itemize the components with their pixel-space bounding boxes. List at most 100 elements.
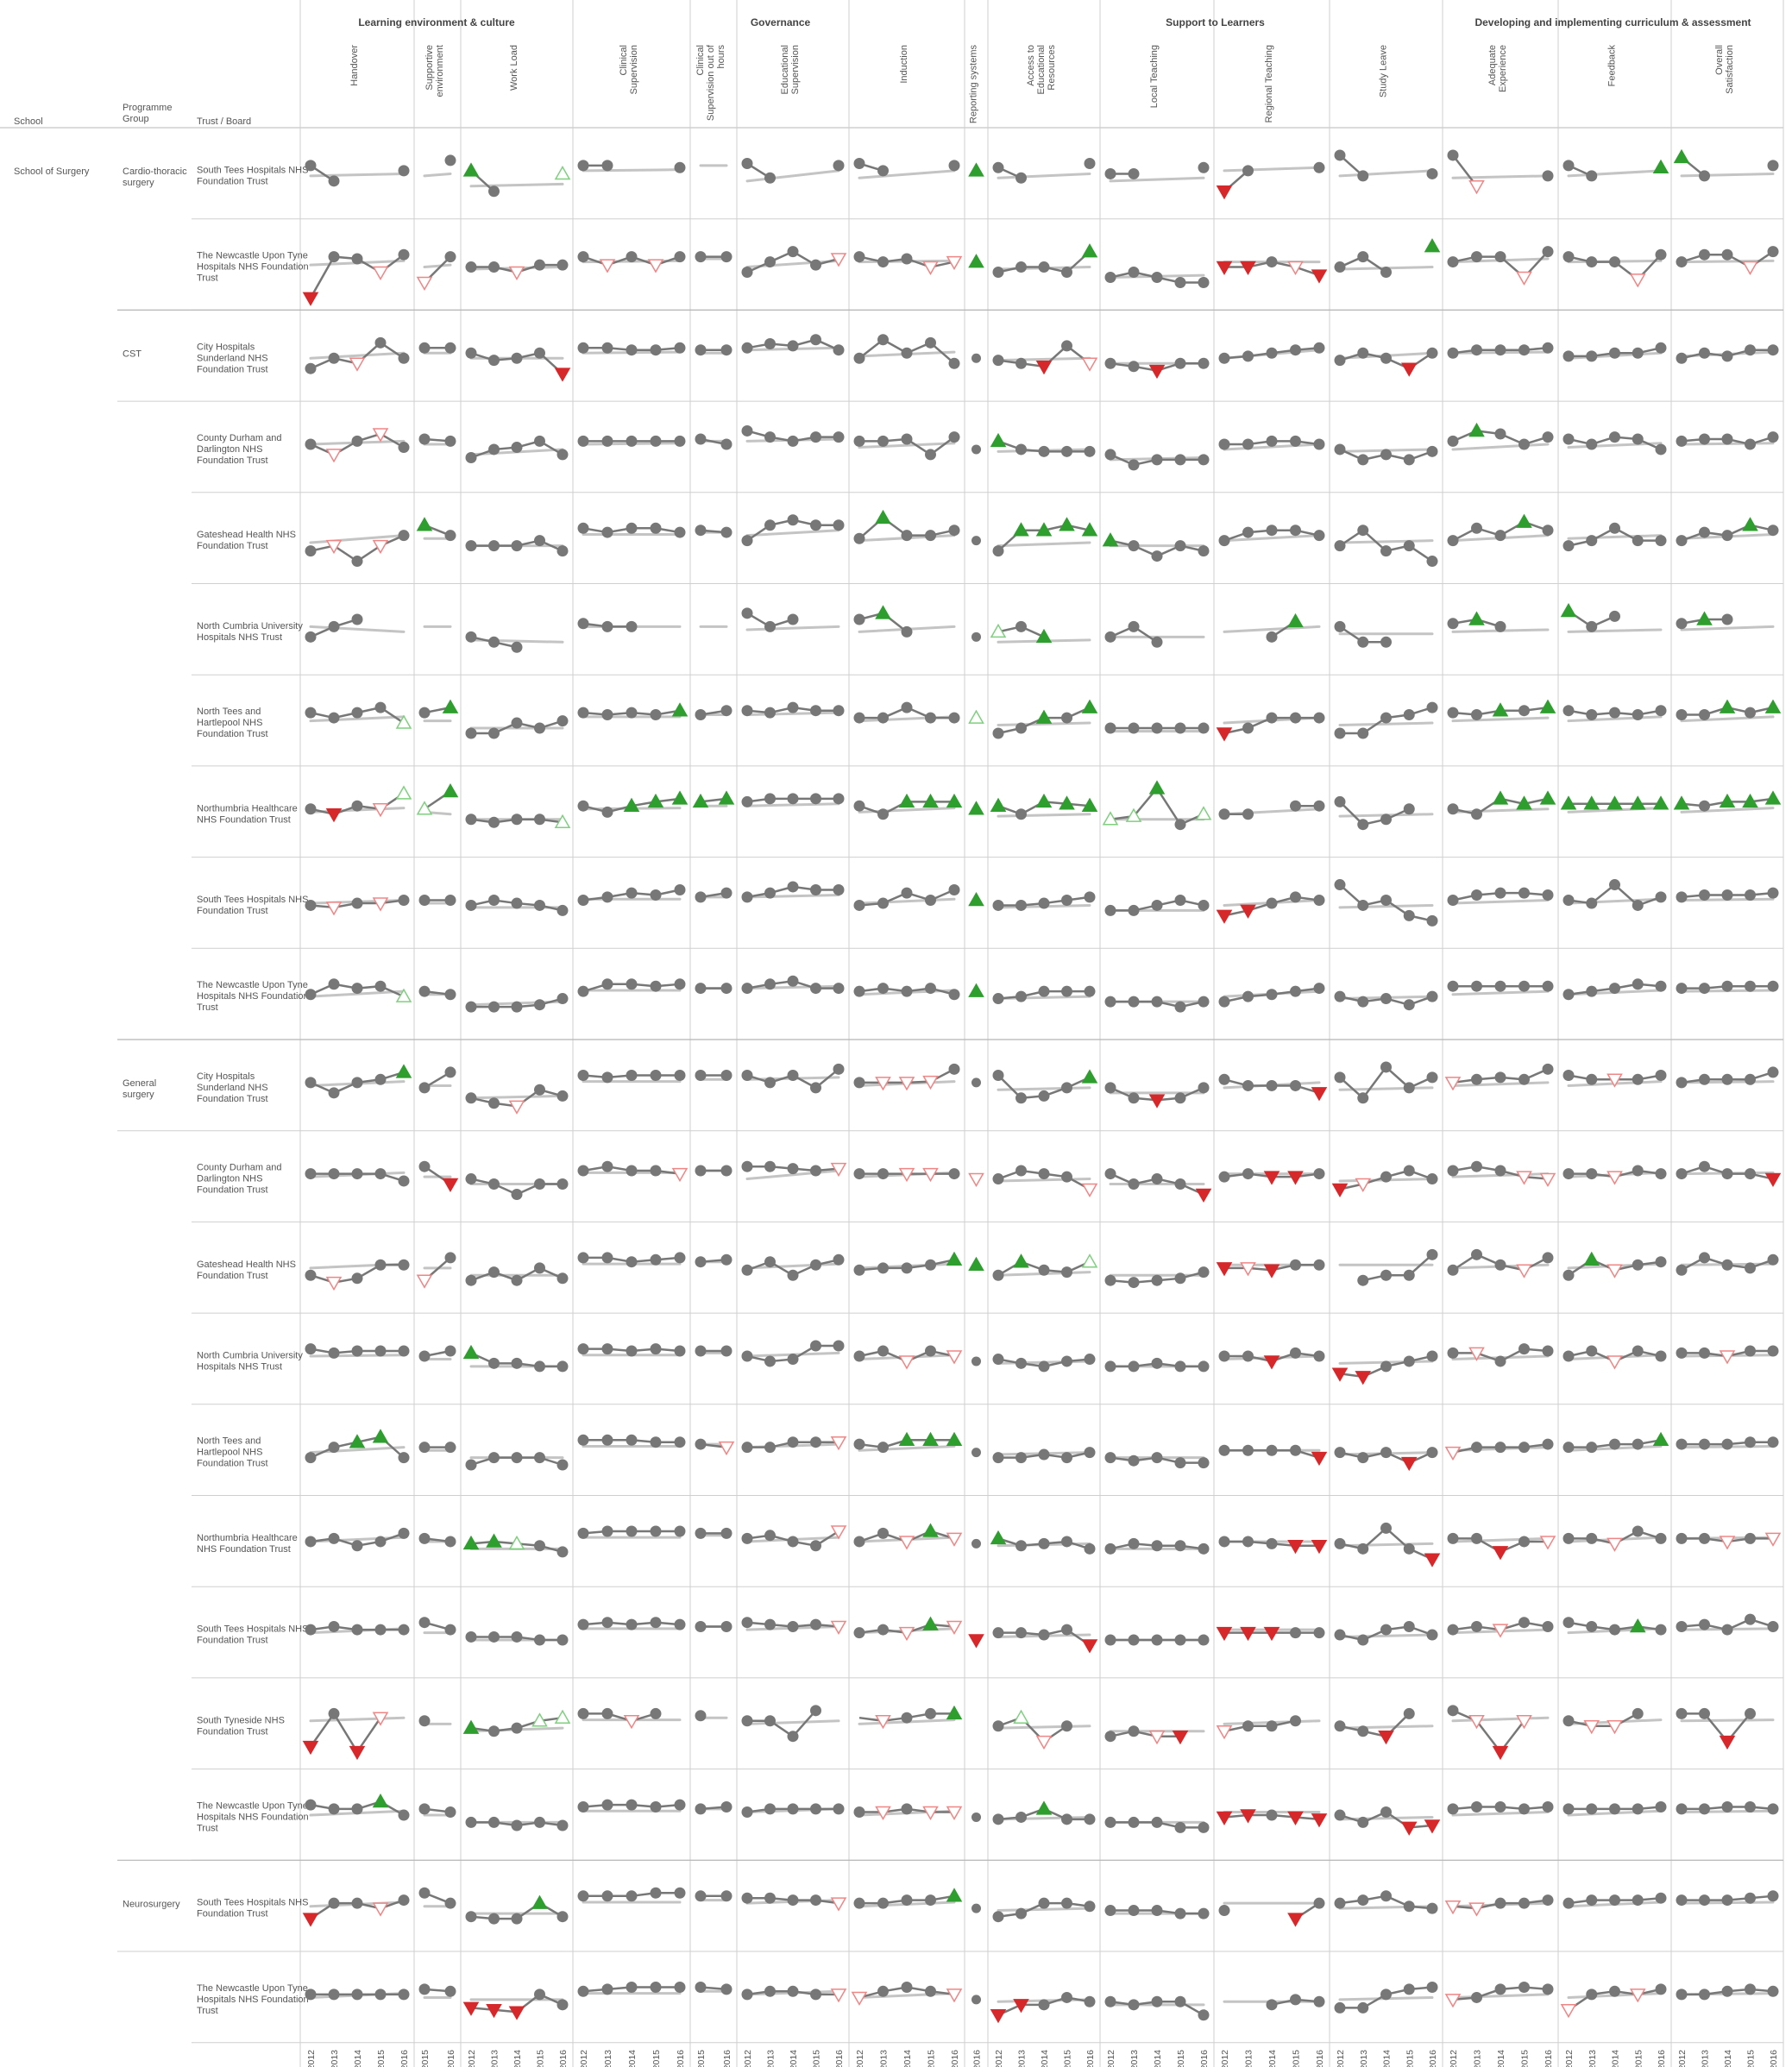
data-point — [674, 1345, 686, 1357]
data-point — [971, 1538, 981, 1549]
data-point — [465, 1001, 477, 1013]
data-point — [1426, 990, 1438, 1002]
sparkline-cell — [1562, 1892, 1667, 1909]
sparkline-cell — [1216, 1259, 1325, 1279]
data-point — [511, 1452, 523, 1464]
low-marker — [372, 1902, 389, 1917]
sparkline-cell — [741, 1063, 845, 1094]
data-point — [1313, 712, 1325, 724]
data-point — [328, 1168, 340, 1180]
trend-line — [1451, 1993, 1550, 1999]
data-point — [398, 1345, 410, 1357]
trend-line — [858, 1992, 956, 1999]
data-point — [650, 1165, 662, 1177]
data-point — [1015, 1452, 1027, 1464]
data-point — [1471, 1442, 1482, 1454]
data-point — [1334, 879, 1346, 891]
high-outlier-marker — [349, 1434, 366, 1448]
data-point — [1494, 1442, 1506, 1454]
trend-line — [1338, 903, 1434, 909]
series-line — [1223, 1719, 1296, 1732]
sparkline-cell — [1104, 620, 1205, 648]
data-point — [534, 1816, 545, 1828]
data-point — [328, 620, 340, 632]
sparkline-cell — [1676, 431, 1779, 450]
data-point — [1266, 256, 1278, 268]
data-point — [1313, 1350, 1325, 1362]
sparkline-cell — [1334, 1522, 1441, 1568]
low-marker — [1539, 1172, 1556, 1188]
year-tick-label: 2013 — [879, 2050, 890, 2067]
trend-line — [1567, 442, 1663, 449]
data-point — [810, 793, 821, 805]
data-point — [1380, 636, 1392, 648]
sparkline-cell — [1216, 1715, 1321, 1740]
data-point — [626, 1256, 638, 1268]
data-point — [853, 1897, 865, 1909]
data-point — [1198, 454, 1210, 466]
data-point — [374, 980, 387, 992]
data-point — [1609, 347, 1620, 359]
data-point — [764, 1256, 776, 1268]
data-point — [626, 1165, 638, 1177]
programme-group-label: Cardio-thoracic surgery — [123, 166, 187, 188]
data-point — [650, 889, 662, 901]
data-point — [601, 342, 613, 354]
data-point — [534, 259, 545, 271]
data-point — [1104, 1995, 1116, 2007]
low-marker — [922, 1806, 939, 1820]
sparkline-cell — [465, 814, 571, 829]
sparkline-cell — [1562, 342, 1667, 362]
low-outlier-marker — [1240, 904, 1256, 919]
data-point — [1426, 1982, 1438, 1994]
data-point — [351, 983, 363, 995]
year-tick-label: 2015 — [1405, 2050, 1415, 2067]
data-point — [1676, 1347, 1688, 1359]
data-point — [810, 1803, 821, 1815]
data-point — [1104, 904, 1116, 916]
data-point — [1242, 1079, 1254, 1091]
year-tick-label: 2012 — [306, 2050, 317, 2067]
data-point — [1403, 1707, 1415, 1719]
data-point — [1721, 433, 1733, 445]
sparkline-cell — [1338, 1248, 1438, 1286]
data-point — [1745, 1262, 1756, 1274]
data-point — [1562, 251, 1575, 263]
high-outlier-marker — [462, 1344, 480, 1360]
data-point — [1061, 1813, 1072, 1825]
trend-line — [1338, 1633, 1434, 1638]
data-point — [1426, 1447, 1438, 1459]
data-point — [971, 353, 981, 363]
data-point — [556, 1634, 569, 1646]
high-outlier-marker — [1560, 795, 1577, 810]
data-point — [1038, 985, 1050, 997]
data-point — [1151, 636, 1163, 648]
sparkline-cell — [1673, 148, 1779, 182]
sparkline-cell — [577, 1160, 689, 1183]
sparkline-cell — [695, 344, 733, 356]
data-point — [695, 251, 707, 263]
sparkline-cell — [1104, 1082, 1210, 1109]
data-point — [810, 519, 821, 531]
data-point — [418, 1715, 431, 1727]
data-point — [741, 158, 753, 170]
data-point — [1767, 160, 1779, 172]
data-point — [1174, 1360, 1186, 1373]
data-point — [1198, 1821, 1210, 1833]
sparkline-cell — [695, 1620, 733, 1632]
data-point — [626, 1618, 638, 1630]
low-marker — [372, 266, 389, 281]
sparkline-cell — [992, 243, 1098, 279]
data-point — [925, 1985, 936, 1997]
data-point — [328, 352, 340, 364]
data-point — [1242, 1536, 1254, 1548]
data-point — [1218, 352, 1230, 364]
high-outlier-marker — [1013, 1253, 1029, 1268]
sparkline-cell — [462, 1988, 569, 2020]
data-point — [1061, 1991, 1072, 2003]
data-point — [1357, 996, 1369, 1008]
high-outlier-marker — [395, 1064, 412, 1078]
year-axis-labels: 2012 2013 2014 2015 2016 2015 2016 2012 2013 2014… — [306, 2050, 1779, 2067]
data-point — [1357, 2001, 1369, 2014]
data-point — [444, 1066, 456, 1078]
